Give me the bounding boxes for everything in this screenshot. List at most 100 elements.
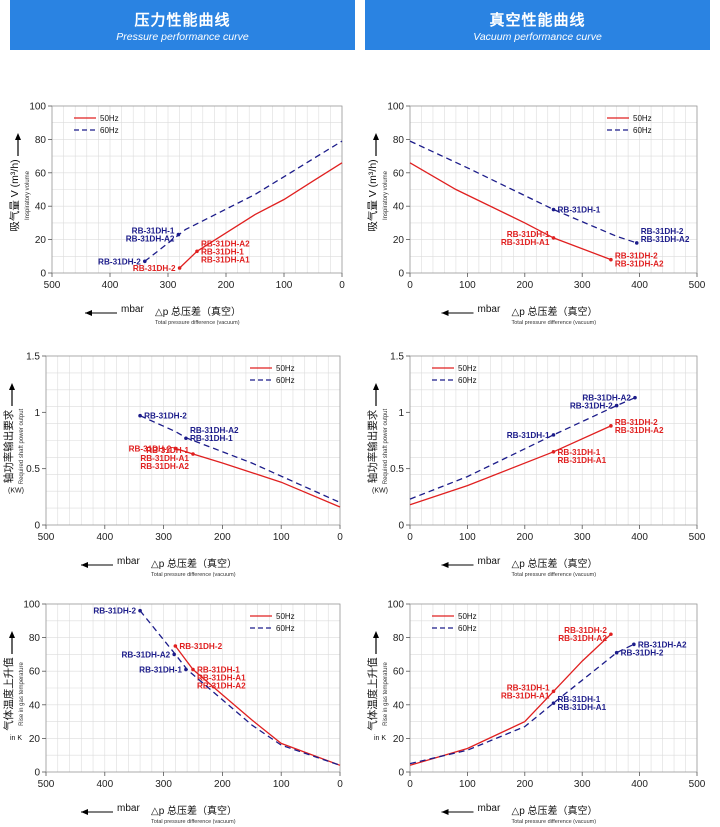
y-tick-label: 80 (393, 135, 405, 146)
x-axis-arrowhead (81, 809, 88, 815)
x-tick-label: 200 (516, 532, 533, 543)
chart-power-vacuum: 0 100 200 300 400 500 0 0.5 1 1.5 轴功率输出要求 Required … (366, 352, 706, 579)
model-label: RB-31DH-1 (190, 434, 233, 443)
data-point (632, 642, 636, 647)
model-label: RB-31DH-A2 (638, 640, 687, 649)
y-axis-title-en: Inspiratory volume (383, 170, 389, 220)
legend-label: 50Hz (458, 364, 477, 373)
x-axis-arrowhead (441, 310, 449, 316)
x-tick-label: 0 (339, 280, 345, 291)
model-label: RB-31DH-2 (621, 649, 664, 658)
data-point (551, 433, 556, 437)
legend-label: 60Hz (458, 376, 477, 385)
y-axis-title: 吸气量 V (m³/h) (8, 159, 21, 231)
model-label: RB-31DH-1 (139, 666, 182, 675)
y-tick-label: 0.5 (26, 464, 40, 475)
header-vacuum: 真空性能曲线 Vacuum performance curve (365, 0, 710, 50)
model-label: RB-31DH-A1 (501, 691, 550, 700)
y-tick-label: 80 (393, 633, 405, 644)
legend-label: 60Hz (100, 126, 119, 135)
x-tick-label: 100 (459, 779, 476, 790)
legend: 50Hz 60Hz (74, 114, 119, 135)
model-label: RB-31DH-A2 (121, 650, 170, 659)
x-tick-label: 400 (102, 280, 119, 291)
x-tick-label: 300 (574, 779, 591, 790)
model-label: RB-31DH-1 (197, 666, 240, 675)
model-label: RB-31DH-A1 (140, 454, 189, 463)
data-point (614, 403, 619, 408)
series-line-50Hz (409, 162, 612, 261)
x-tick-label: 400 (96, 779, 113, 790)
series-line-60Hz (144, 140, 343, 262)
model-label: RB-31DH-2 (570, 402, 613, 411)
y-tick-label: 0.5 (390, 464, 404, 475)
model-label: RB-31DH-A2 (197, 682, 246, 691)
model-label: RB-31DH-2 (133, 264, 176, 273)
model-label: RB-31DH-2 (564, 626, 607, 635)
y-axis-unit: (KW) (372, 488, 388, 495)
y-tick-label: 0 (34, 768, 40, 779)
y-tick-label: 100 (387, 600, 404, 611)
data-point (633, 395, 637, 400)
data-point (184, 667, 188, 672)
y-tick-label: 20 (393, 235, 405, 246)
header-pressure-title-cn: 压力性能曲线 (134, 12, 231, 29)
x-axis-title: △p 总压差（真空） (512, 557, 598, 570)
y-tick-label: 60 (393, 168, 405, 179)
x-tick-label: 400 (631, 280, 648, 291)
x-tick-label: 300 (574, 532, 591, 543)
x-tick-label: 200 (214, 532, 231, 543)
model-label: RB-31DH-2 (641, 227, 684, 236)
chart-temp-vacuum: 0 100 200 300 400 500 0 20 40 60 80 100 气体温度上升值 Rise … (366, 600, 706, 826)
y-axis-unit: (KW) (8, 488, 24, 495)
x-tick-label: 100 (273, 532, 290, 543)
x-axis-title-en: Total pressure difference (vacuum) (512, 320, 597, 326)
x-axis-unit: mbar (478, 803, 501, 814)
x-tick-label: 200 (218, 280, 235, 291)
y-axis-title: 轴功率输出要求 (2, 409, 15, 483)
x-axis-title: △p 总压差（真空） (512, 305, 598, 318)
series-60Hz: RB-31DH-2 RB-31DH-A2 RB-31DH-1 (93, 607, 341, 766)
y-tick-label: 40 (29, 700, 41, 711)
x-tick-label: 0 (407, 532, 413, 543)
data-point (143, 259, 147, 264)
y-tick-label: 40 (393, 202, 405, 213)
x-axis-arrowhead (441, 562, 449, 568)
y-axis-arrowhead (15, 133, 21, 140)
x-tick-label: 400 (631, 532, 648, 543)
data-point (176, 232, 181, 237)
x-axis-arrowhead (85, 310, 92, 316)
data-point (177, 266, 182, 270)
y-tick-label: 40 (393, 700, 405, 711)
model-label: RB-31DH-A1 (558, 456, 607, 465)
data-point (138, 608, 142, 613)
legend-label: 60Hz (276, 376, 295, 385)
header-pressure: 压力性能曲线 Pressure performance curve (10, 0, 355, 50)
x-axis-title-en: Total pressure difference (vacuum) (512, 572, 597, 578)
data-point (614, 650, 619, 655)
x-tick-label: 300 (155, 779, 172, 790)
series-line-60Hz (409, 397, 636, 500)
x-axis-unit: mbar (121, 304, 144, 315)
x-axis-arrowhead (441, 809, 449, 815)
x-tick-label: 200 (214, 779, 231, 790)
x-tick-label: 400 (631, 779, 648, 790)
plot-frame (45, 355, 341, 526)
x-tick-label: 100 (459, 532, 476, 543)
x-tick-label: 300 (155, 532, 172, 543)
model-label: RB-31DH-A1 (501, 238, 550, 247)
y-axis-arrowhead (373, 133, 379, 140)
chart-temp-pressure: 500 400 300 200 100 0 0 20 40 60 80 100 气体温度上升值 Rise … (2, 600, 343, 826)
legend-label: 50Hz (100, 114, 119, 123)
model-label: RB-31DH-A2 (615, 260, 664, 269)
model-label: RB-31DH-A2 (582, 394, 631, 403)
model-label: RB-31DH-1 (146, 446, 189, 455)
header-vacuum-title-en: Vacuum performance curve (473, 31, 602, 43)
data-point (551, 207, 556, 212)
data-point (551, 701, 556, 705)
x-tick-label: 0 (407, 779, 413, 790)
